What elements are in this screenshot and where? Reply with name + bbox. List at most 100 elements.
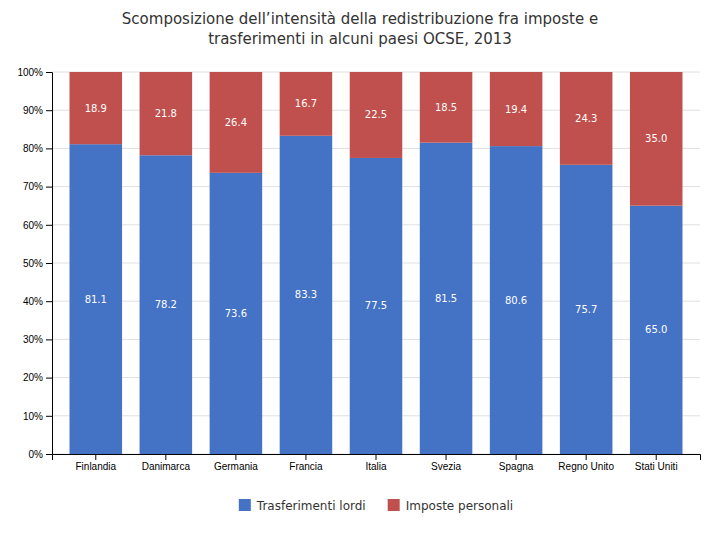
bar — [490, 72, 543, 146]
bars — [70, 72, 683, 454]
y-tick: 80% — [23, 143, 52, 154]
y-tick-mark — [46, 416, 52, 417]
y-axis: 0% 10% 20% 30% 40% 50% 60% 70% 80% 90% 100% — [17, 67, 52, 460]
y-tick-label: 50% — [23, 258, 43, 269]
y-tick-label: 70% — [23, 181, 43, 192]
x-tick: Spagna — [499, 454, 534, 472]
grid — [52, 72, 700, 454]
title-line: Scomposizione dell’intensità della redis… — [122, 10, 598, 28]
y-tick-mark — [46, 454, 52, 455]
x-tick-mark — [656, 454, 657, 460]
data-label: 78.2 — [155, 299, 177, 310]
x-tick-label: Francia — [289, 461, 323, 472]
x-tick-mark — [516, 454, 517, 460]
x-tick: Italia — [365, 454, 387, 472]
x-tick-mark — [376, 454, 377, 460]
bar — [420, 143, 473, 454]
data-label: 24.3 — [575, 113, 597, 124]
bar — [140, 72, 193, 155]
y-tick-label: 30% — [23, 334, 43, 345]
y-tick-label: 80% — [23, 143, 43, 154]
bar — [630, 72, 683, 206]
bar — [280, 136, 333, 454]
data-label: 18.5 — [435, 102, 457, 113]
x-tick: Stati Uniti — [635, 454, 678, 472]
chart-container: Scomposizione dell’intensità della redis… — [0, 0, 720, 540]
data-label: 77.5 — [365, 300, 387, 311]
title-line: trasferimenti in alcuni paesi OCSE, 2013 — [208, 30, 512, 48]
x-tick: Regno Unito — [558, 454, 614, 472]
bar — [490, 146, 543, 454]
x-tick-label: Svezia — [431, 461, 461, 472]
data-label: 19.4 — [505, 104, 527, 115]
chart-svg: Scomposizione dell’intensità della redis… — [0, 0, 720, 540]
legend-label: Imposte personali — [406, 499, 514, 513]
data-label: 26.4 — [225, 117, 247, 128]
y-tick-mark — [46, 110, 52, 111]
bar — [560, 72, 613, 165]
y-tick-mark — [46, 378, 52, 379]
data-label: 18.9 — [85, 103, 107, 114]
y-tick-mark — [46, 225, 52, 226]
data-label: 81.5 — [435, 293, 457, 304]
y-tick: 0% — [29, 449, 52, 460]
bar-series — [70, 136, 683, 454]
data-label: 21.8 — [155, 108, 177, 119]
x-tick-mark — [305, 454, 306, 460]
bar — [140, 155, 193, 454]
bar — [70, 72, 123, 144]
data-labels: 81.178.273.683.377.581.580.675.765.018.9… — [85, 98, 668, 335]
y-tick-label: 60% — [23, 220, 43, 231]
y-tick-label: 0% — [29, 449, 44, 460]
y-tick-mark — [46, 263, 52, 264]
x-tick: Svezia — [431, 454, 461, 472]
x-tick-mark — [446, 454, 447, 460]
bar — [70, 144, 123, 454]
x-tick-label: Germania — [214, 461, 258, 472]
y-tick: 20% — [23, 372, 52, 383]
data-label: 80.6 — [505, 295, 527, 306]
y-axis-line — [46, 73, 53, 455]
legend-swatch — [388, 499, 400, 511]
data-label: 22.5 — [365, 109, 387, 120]
y-tick-mark — [46, 339, 52, 340]
data-label: 83.3 — [295, 289, 317, 300]
y-tick-label: 10% — [23, 411, 43, 422]
legend-item: Trasferimenti lordi — [239, 499, 366, 513]
x-axis-line — [53, 455, 701, 461]
data-label: 81.1 — [85, 294, 107, 305]
data-label: 73.6 — [225, 308, 247, 319]
y-tick-label: 20% — [23, 372, 43, 383]
bar — [210, 173, 263, 454]
x-tick-label: Stati Uniti — [635, 461, 678, 472]
x-tick-label: Danimarca — [142, 461, 191, 472]
bar — [420, 72, 473, 143]
y-tick: 10% — [23, 411, 52, 422]
y-tick: 30% — [23, 334, 52, 345]
y-tick: 70% — [23, 181, 52, 192]
data-label: 16.7 — [295, 98, 317, 109]
y-tick-label: 100% — [17, 67, 43, 78]
title: Scomposizione dell’intensità della redis… — [122, 10, 598, 48]
y-tick: 40% — [23, 296, 52, 307]
bar — [280, 72, 333, 136]
bar-series — [70, 72, 683, 206]
x-tick-label: Regno Unito — [558, 461, 614, 472]
bar — [560, 165, 613, 454]
bar — [630, 206, 683, 454]
x-tick: Danimarca — [142, 454, 191, 472]
x-tick-mark — [165, 454, 166, 460]
x-tick: Finlandia — [75, 454, 116, 472]
y-tick: 60% — [23, 220, 52, 231]
legend-label: Trasferimenti lordi — [256, 499, 366, 513]
x-tick-mark — [235, 454, 236, 460]
legend-item: Imposte personali — [388, 499, 514, 513]
x-tick: Germania — [214, 454, 258, 472]
y-tick-label: 90% — [23, 105, 43, 116]
y-tick-mark — [46, 187, 52, 188]
data-label: 75.7 — [575, 304, 597, 315]
x-tick-label: Finlandia — [75, 461, 116, 472]
y-tick-mark — [46, 148, 52, 149]
bar — [350, 72, 403, 158]
bar — [350, 158, 403, 454]
